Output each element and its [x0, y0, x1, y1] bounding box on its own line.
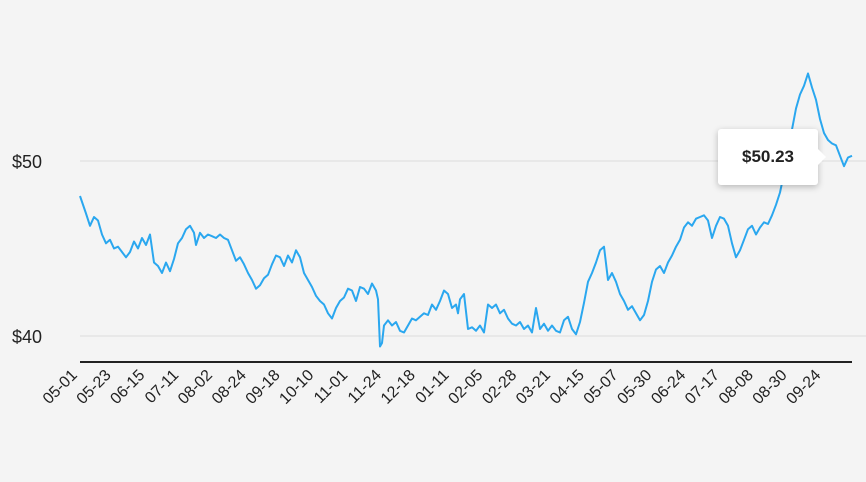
x-tick-label: 06-24 [648, 367, 689, 408]
gridlines [80, 160, 866, 337]
x-tick-label: 09-24 [783, 367, 824, 408]
x-tick-label: 08-30 [750, 367, 791, 408]
x-tick-label: 12-18 [378, 367, 419, 408]
x-tick-label: 10-10 [276, 367, 317, 408]
price-series-line [79, 72, 853, 348]
x-tick-label: 05-07 [581, 367, 622, 408]
x-tick-label: 08-08 [716, 367, 757, 408]
x-tick-label: 06-15 [107, 367, 148, 408]
x-tick-label: 02-28 [479, 367, 520, 408]
x-tick-label: 05-23 [74, 367, 115, 408]
x-tick-label: 05-30 [614, 367, 655, 408]
x-tick-label: 03-21 [513, 367, 554, 408]
tooltip-pointer [818, 149, 826, 165]
x-tick-label: 07-17 [682, 367, 723, 408]
y-tick-label: $40 [12, 327, 42, 347]
x-tick-label: 11-01 [311, 367, 351, 407]
x-tick-label: 08-24 [209, 367, 250, 408]
x-tick-label: 08-02 [175, 367, 216, 408]
x-tick-label: 02-05 [445, 367, 486, 408]
price-tooltip: $50.23 [718, 129, 826, 185]
x-tick-label: 09-18 [243, 367, 284, 408]
price-line-layer [79, 72, 853, 348]
tooltip-value: $50.23 [742, 147, 794, 166]
x-tick-label: 11-24 [345, 367, 385, 407]
y-tick-labels: $40 $50 [12, 152, 42, 347]
x-tick-label: 07-11 [142, 367, 182, 407]
x-tick-labels: 05-0105-2306-1507-1108-0208-2409-1810-10… [40, 367, 825, 408]
x-tick-label: 05-01 [40, 367, 81, 408]
y-tick-label: $50 [12, 152, 42, 172]
x-tick-label: 04-15 [547, 367, 588, 408]
x-tick-label: 01-11 [413, 367, 453, 407]
